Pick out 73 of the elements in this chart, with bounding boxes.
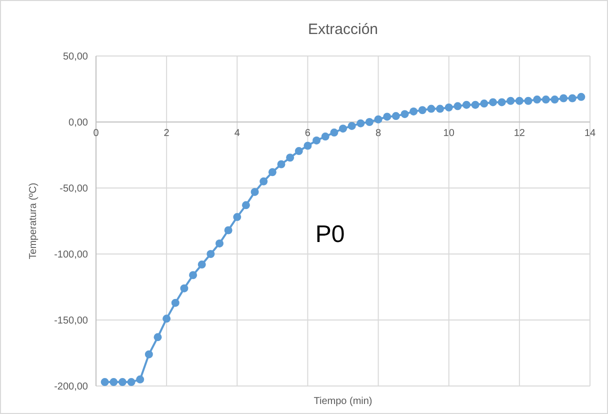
point (110, 378, 118, 386)
y-tick-label: -50,00 (60, 184, 88, 194)
x-tick-label: 14 (584, 128, 596, 139)
y-tick-label: 50,00 (62, 52, 88, 62)
point (250, 188, 259, 196)
y-tick-label: -200,00 (54, 382, 88, 392)
point (480, 100, 488, 108)
point (374, 115, 382, 124)
point (436, 104, 444, 113)
point (189, 271, 198, 280)
point (560, 94, 568, 102)
point (304, 142, 312, 150)
y-tick-label: -150,00 (54, 316, 88, 326)
point (400, 110, 409, 118)
y-tick-label: 0,00 (68, 118, 88, 128)
point (524, 96, 532, 105)
point (568, 94, 576, 102)
point (356, 119, 365, 128)
x-tick-label: 12 (514, 128, 526, 139)
point (171, 298, 180, 307)
point (198, 260, 206, 269)
point (224, 226, 232, 234)
x-tick-label: 6 (304, 128, 311, 139)
point (410, 107, 418, 116)
point (392, 112, 400, 120)
point (216, 239, 224, 248)
point (418, 106, 426, 114)
point (312, 136, 321, 144)
y-tick-label: -100,00 (54, 250, 88, 260)
point (162, 314, 171, 323)
point (471, 100, 480, 109)
x-tick-label: 10 (443, 128, 455, 139)
y-axis-title: Temperatura (ºC) (28, 182, 39, 260)
point (427, 104, 436, 113)
point (542, 96, 550, 104)
point (550, 96, 559, 104)
point (127, 378, 136, 386)
point (180, 284, 188, 292)
point (339, 124, 347, 133)
point (444, 103, 453, 112)
point (154, 333, 162, 342)
point (268, 168, 276, 176)
point (348, 122, 356, 130)
x-axis-title: Tiempo (min) (314, 396, 372, 407)
annotation: P0 (315, 221, 345, 248)
point (277, 160, 286, 168)
point (144, 350, 153, 358)
point (498, 98, 506, 106)
x-tick-label: 8 (376, 128, 382, 139)
point (260, 177, 268, 186)
chart-title: Extracción (308, 21, 378, 38)
point (136, 375, 144, 384)
point (100, 378, 109, 386)
point (488, 98, 497, 106)
point (365, 118, 374, 126)
point (533, 96, 542, 104)
point (454, 102, 462, 110)
x-tick-label: 0 (93, 128, 100, 139)
point (233, 213, 242, 222)
point (515, 96, 524, 105)
point (294, 147, 303, 156)
point (462, 100, 470, 109)
point (321, 132, 330, 141)
point (118, 378, 126, 386)
point (206, 250, 215, 258)
point (577, 92, 586, 101)
point (330, 128, 338, 137)
x-tick-label: 4 (234, 128, 240, 139)
point (506, 96, 515, 105)
point (242, 201, 250, 210)
x-tick-label: 2 (164, 128, 170, 139)
point (383, 112, 392, 121)
point (286, 154, 294, 162)
